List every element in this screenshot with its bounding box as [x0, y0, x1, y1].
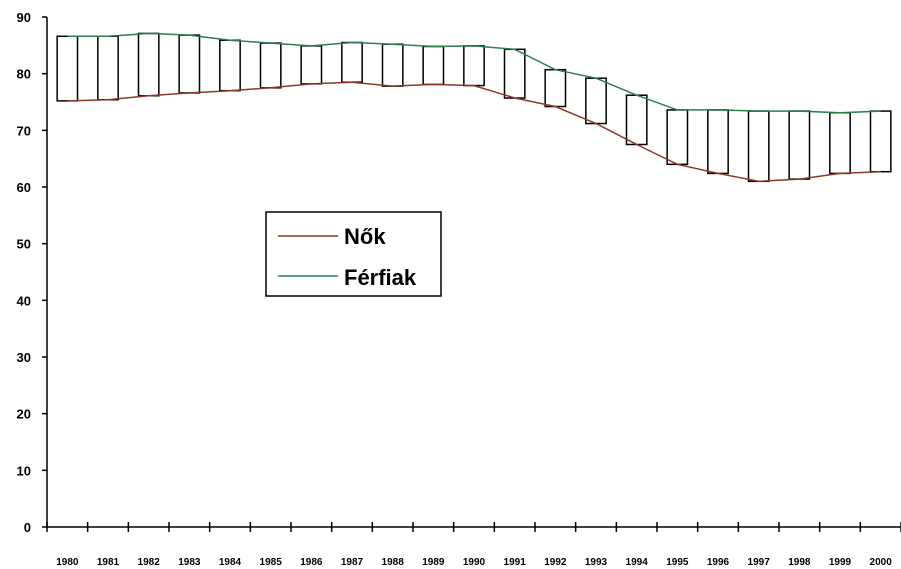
- y-tick-label: 70: [17, 123, 31, 138]
- x-tick-label: 1985: [260, 557, 283, 568]
- x-tick-label: 1988: [382, 557, 405, 568]
- x-tick-label: 1999: [829, 557, 852, 568]
- x-tick-label: 1994: [626, 557, 649, 568]
- range-bar: [788, 110, 811, 180]
- x-tick-label: 1982: [138, 557, 161, 568]
- range-bar: [178, 34, 201, 94]
- axes: 0 10 20 30 40 50 60 70 80 90 1980 1981 1982 1983 1984 1…: [17, 10, 901, 568]
- x-tick-label: 1996: [707, 557, 730, 568]
- range-bar: [503, 48, 526, 99]
- x-tick-label: 1998: [788, 557, 811, 568]
- legend-label-noeok: Nők: [344, 224, 386, 249]
- y-tick-label: 20: [17, 407, 31, 422]
- range-bar: [829, 112, 851, 175]
- x-tick-label: 1991: [504, 557, 527, 568]
- range-bar: [585, 77, 607, 125]
- range-bar: [707, 109, 729, 175]
- legend: Nők Férfiak: [265, 211, 442, 297]
- y-tick-label: 40: [17, 293, 31, 308]
- x-tick-label: 1984: [219, 557, 242, 568]
- x-tick-label: 1986: [300, 557, 323, 568]
- x-tick-label: 1987: [341, 557, 364, 568]
- range-bar: [544, 68, 567, 108]
- legend-label-ferfiak: Férfiak: [344, 265, 417, 290]
- y-tick-label: 30: [17, 350, 31, 365]
- y-tick-label: 80: [17, 67, 31, 82]
- range-bar: [300, 45, 323, 85]
- series-lines: [67, 32, 881, 183]
- range-bar: [666, 109, 689, 166]
- series-line-1: [67, 32, 881, 114]
- range-bar: [625, 94, 648, 146]
- range-bar: [747, 110, 770, 183]
- x-tick-label: 1995: [666, 557, 689, 568]
- range-bar: [137, 32, 160, 97]
- x-tick-label: 1992: [544, 557, 567, 568]
- range-bar: [56, 35, 79, 102]
- x-tick-label: 1983: [178, 557, 201, 568]
- x-tick-label: 1993: [585, 557, 608, 568]
- x-tick-label: 1989: [422, 557, 445, 568]
- range-bar: [97, 35, 119, 101]
- range-bar: [381, 43, 404, 87]
- x-tick-label: 2000: [870, 557, 893, 568]
- series-line-0: [67, 81, 881, 183]
- range-bar: [259, 42, 282, 89]
- range-bar: [463, 45, 485, 87]
- y-tick-label: 0: [24, 520, 31, 535]
- x-tick-label: 1980: [56, 557, 79, 568]
- x-tick-label: 1990: [463, 557, 486, 568]
- range-bar: [341, 41, 363, 83]
- range-bars: [56, 32, 892, 183]
- y-tick-label: 50: [17, 237, 31, 252]
- x-tick-label: 1997: [748, 557, 771, 568]
- y-tick-label: 60: [17, 180, 31, 195]
- range-bar: [422, 45, 445, 86]
- y-tick-label: 10: [17, 463, 31, 478]
- x-tick-label: 1981: [97, 557, 120, 568]
- range-bar: [869, 110, 892, 173]
- legend-box: [265, 211, 442, 297]
- y-tick-label: 90: [17, 10, 31, 25]
- range-bar: [219, 39, 241, 92]
